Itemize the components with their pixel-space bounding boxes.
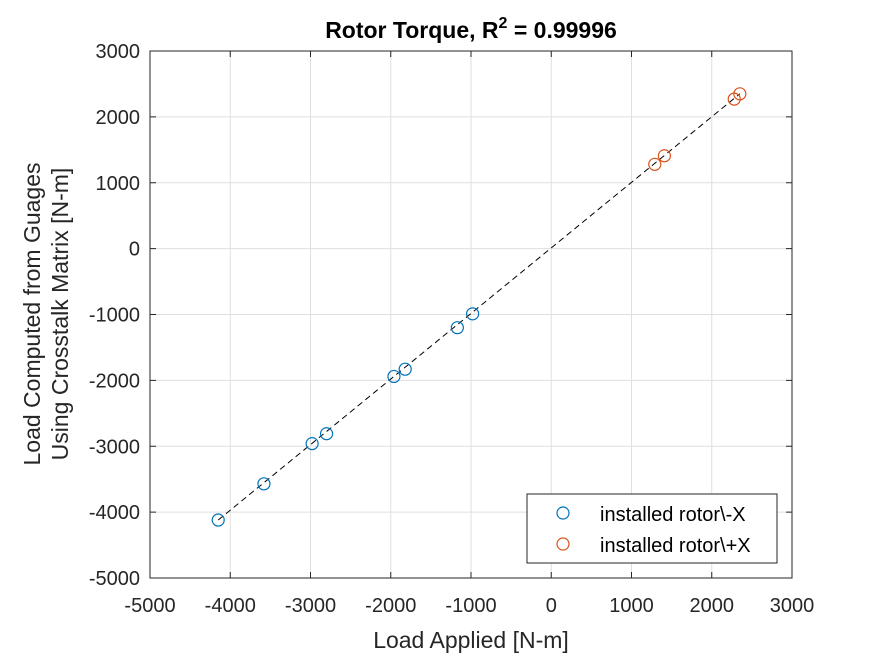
grid-lines — [149, 50, 793, 579]
x-tick-label: 1000 — [609, 595, 654, 617]
data-point-installed-rotor-minus-x — [305, 437, 319, 451]
legend-box — [526, 493, 778, 564]
x-tick-label: 0 — [546, 595, 557, 617]
x-tick-label: -4000 — [205, 595, 256, 617]
y-tick-label: -3000 — [89, 436, 140, 458]
y-axis-label-line1: Load Computed from Guages — [19, 162, 45, 465]
title-main: Rotor Torque, R — [325, 17, 499, 43]
data-point-installed-rotor-plus-x — [733, 87, 747, 101]
axis-ticks — [149, 50, 793, 579]
data-point-installed-rotor-minus-x — [450, 321, 464, 335]
title-superscript: 2 — [499, 15, 508, 32]
data-points-layer — [211, 87, 747, 527]
y-tick-label: -1000 — [89, 305, 140, 327]
legend: installed rotor\-X installed rotor\+X — [526, 493, 778, 564]
data-point-installed-rotor-minus-x — [398, 362, 412, 376]
chart-title: Rotor Torque, R2 = 0.99996 — [325, 15, 617, 43]
y-tick-label: -2000 — [89, 370, 140, 392]
legend-marker-installed-rotor-plus-x — [556, 537, 570, 551]
data-point-installed-rotor-plus-x — [648, 157, 662, 171]
title-tail: = 0.99996 — [507, 17, 616, 43]
x-tick-label: -3000 — [285, 595, 336, 617]
fit-line — [217, 93, 741, 521]
y-axis-label-line2: Using Crosstalk Matrix [N-m] — [47, 168, 73, 461]
x-axis-label: Load Applied [N-m] — [373, 627, 569, 653]
data-point-installed-rotor-minus-x — [387, 369, 401, 384]
data-point-installed-rotor-minus-x — [211, 513, 225, 527]
y-tick-label: 2000 — [96, 107, 141, 129]
y-tick-label: -5000 — [89, 568, 140, 590]
x-tick-label: 2000 — [690, 595, 735, 617]
data-point-installed-rotor-minus-x — [319, 427, 334, 441]
y-tick-label: 3000 — [96, 41, 141, 63]
x-tick-labels: -5000 -4000 -3000 -2000 -1000 0 1000 2000 3000 — [124, 595, 814, 617]
legend-marker-installed-rotor-minus-x — [556, 506, 570, 520]
y-axis-label: Load Computed from Guages Using Crosstal… — [19, 162, 73, 465]
y-tick-label: 0 — [129, 239, 140, 261]
legend-label-installed-rotor-minus-x: installed rotor\-X — [600, 504, 746, 526]
data-point-installed-rotor-minus-x — [466, 307, 480, 321]
data-point-installed-rotor-plus-x — [657, 149, 672, 163]
legend-label-installed-rotor-plus-x: installed rotor\+X — [600, 535, 751, 557]
x-tick-label: -2000 — [365, 595, 416, 617]
fit-line-layer — [217, 93, 741, 521]
x-tick-label: 3000 — [770, 595, 815, 617]
y-tick-label: -4000 — [89, 502, 140, 524]
y-tick-labels: -5000 -4000 -3000 -2000 -1000 0 1000 2000 3000 — [89, 41, 140, 590]
x-tick-label: -5000 — [124, 595, 175, 617]
y-tick-label: 1000 — [96, 173, 141, 195]
x-tick-label: -1000 — [445, 595, 496, 617]
data-point-installed-rotor-minus-x — [257, 477, 271, 491]
